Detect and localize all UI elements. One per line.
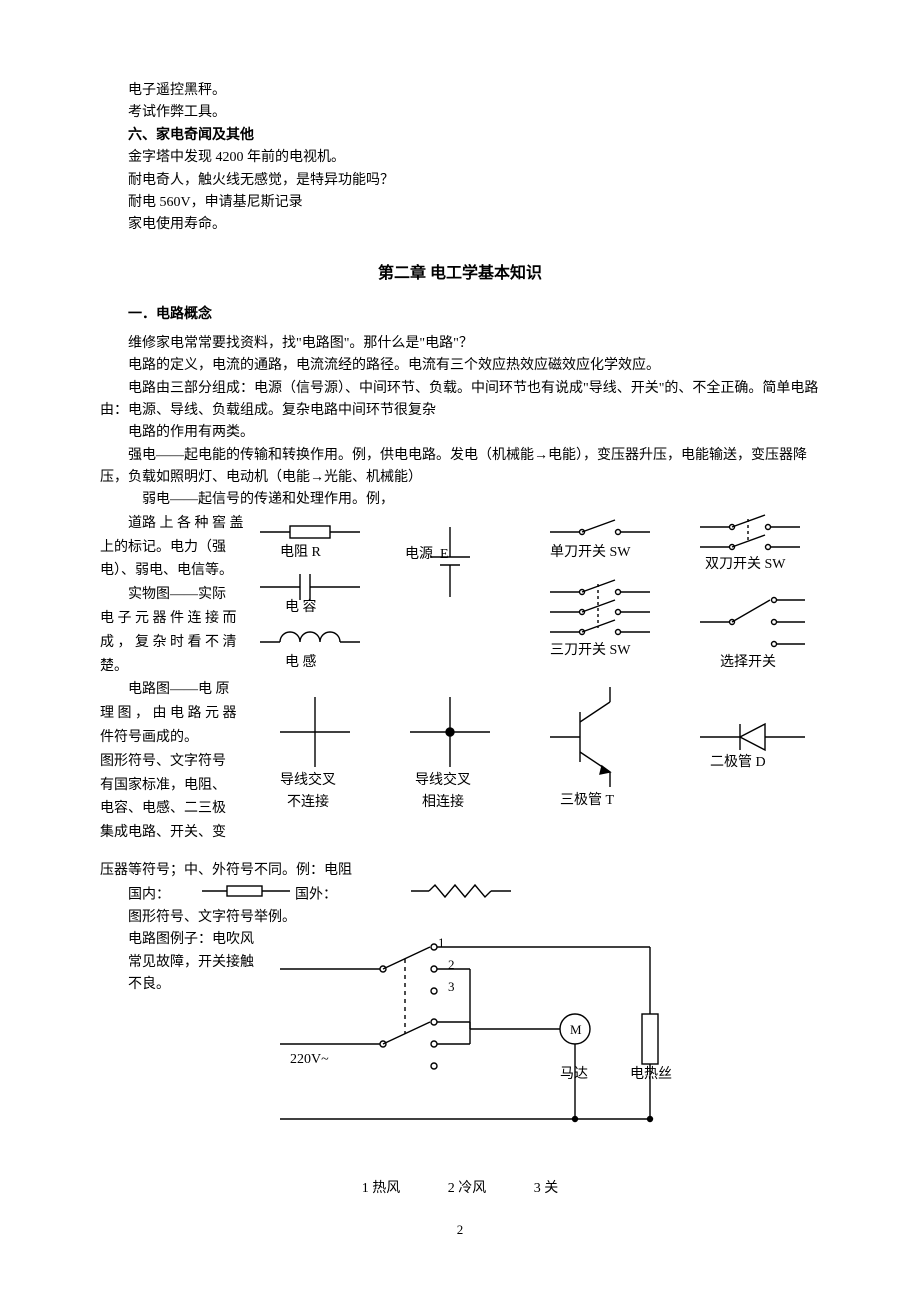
- heading-6: 六、家电奇闻及其他: [100, 125, 820, 147]
- legend-3: 3 关: [534, 1181, 559, 1196]
- para: 电路的作用有两类。: [100, 422, 820, 444]
- circuit-legend: 1 热风 2 冷风 3 关: [100, 1178, 820, 1200]
- legend-2: 2 冷风: [448, 1181, 487, 1196]
- section-1-title: 一．电路概念: [100, 304, 820, 326]
- lt: 电）、弱电、电信等。: [100, 559, 250, 583]
- capacitor-label: 电 容: [285, 597, 317, 619]
- hairdryer-svg: M: [270, 929, 690, 1149]
- foreign-label: 国外：: [295, 887, 337, 902]
- hd-line: 不良。: [100, 974, 270, 996]
- after-line: 压器等符号；中、外符号不同。例：电阻: [100, 860, 820, 882]
- lt: 电容、电感、二三极: [100, 797, 250, 821]
- tpst-label: 三刀开关 SW: [550, 640, 631, 662]
- hairdryer-section: 电路图例子：电吹风 常见故障，开关接触 不良。: [100, 929, 820, 1157]
- line: 电子遥控黑秤。: [100, 80, 820, 102]
- lt: 电 子 元 器 件 连 接 而: [100, 607, 250, 631]
- intro-lines: 电子遥控黑秤。 考试作弊工具。 六、家电奇闻及其他 金字塔中发现 4200 年前…: [100, 80, 820, 237]
- line: 耐电奇人，触火线无感觉，是特异功能吗？: [100, 170, 820, 192]
- lt: 上的标记。电力（强: [100, 536, 250, 560]
- lt: 有国家标准，电阻、: [100, 774, 250, 798]
- transistor-label: 三极管 T: [560, 790, 614, 812]
- selector-label: 选择开关: [720, 652, 776, 674]
- line: 金字塔中发现 4200 年前的电视机。: [100, 147, 820, 169]
- pos2-label: 2: [448, 955, 455, 976]
- dpst-label: 双刀开关 SW: [705, 554, 786, 576]
- source-label: 电源 E: [405, 544, 449, 566]
- after-line: 图形符号、文字符号举例。: [100, 907, 820, 929]
- hd-line: 电路图例子：电吹风: [100, 929, 270, 951]
- line: 耐电 560V，申请基尼斯记录: [100, 192, 820, 214]
- symbol-section: 道路 上 各 种 窖 盖 上的标记。电力（强 电）、弱电、电信等。 实物图——实…: [100, 512, 820, 860]
- lt: 楚。: [100, 655, 250, 679]
- voltage-label: 220V~: [290, 1049, 329, 1071]
- cross-c-label: 导线交叉相连接: [415, 770, 471, 815]
- chapter-title: 第二章 电工学基本知识: [100, 261, 820, 287]
- para: 维修家电常常要找资料，找"电路图"。那什么是"电路"？: [100, 333, 820, 355]
- line: 家电使用寿命。: [100, 214, 820, 236]
- resistor-compare: 国内： 国外：: [100, 883, 820, 907]
- symbols-grid: 电阻 R 电 容 电 感 电源 E 导线交叉不连接 导线交叉相连接 单刀开关 S…: [250, 512, 820, 860]
- inductor-label: 电 感: [285, 652, 317, 674]
- legend-1: 1 热风: [362, 1181, 401, 1196]
- para: 强电——起电能的传输和转换作用。例，供电电路。发电（机械能→电能），变压器升压，…: [100, 445, 820, 490]
- spst-label: 单刀开关 SW: [550, 542, 631, 564]
- lt: 成 ， 复 杂 时 看 不 清: [100, 631, 250, 655]
- resistor-label: 电阻 R: [280, 542, 321, 564]
- lt: 道路 上 各 种 窖 盖: [100, 512, 250, 536]
- hairdryer-circuit: M 1 2 3 220V~ 马达 电热丝: [270, 929, 820, 1157]
- domestic-resistor-icon: [174, 883, 292, 907]
- page-number: 2: [100, 1220, 820, 1241]
- lt: 集成电路、开关、变: [100, 821, 250, 845]
- pos1-label: 1: [438, 933, 445, 954]
- left-column: 道路 上 各 种 窖 盖 上的标记。电力（强 电）、弱电、电信等。 实物图——实…: [100, 512, 250, 860]
- line: 考试作弊工具。: [100, 102, 820, 124]
- para: 电路由三部分组成：电源（信号源）、中间环节、负载。中间环节也有说成"导线、开关"…: [100, 378, 820, 423]
- para: 弱电——起信号的传递和处理作用。例，: [100, 489, 820, 511]
- motor-m-label: M: [570, 1022, 582, 1037]
- lt: 图形符号、文字符号: [100, 750, 250, 774]
- lt: 实物图——实际: [100, 583, 250, 607]
- foreign-resistor-icon: [383, 883, 511, 907]
- lt: 电路图——电 原: [100, 678, 250, 702]
- para: 电路的定义，电流的通路，电流流经的路径。电流有三个效应热效应磁效应化学效应。: [100, 355, 820, 377]
- lt: 件符号画成的。: [100, 726, 250, 750]
- cross-nc-label: 导线交叉不连接: [280, 770, 336, 815]
- hd-line: 常见故障，开关接触: [100, 952, 270, 974]
- diode-label: 二极管 D: [710, 752, 766, 774]
- domestic-label: 国内：: [128, 887, 170, 902]
- pos3-label: 3: [448, 977, 455, 998]
- lt: 理 图 ， 由 电 路 元 器: [100, 702, 250, 726]
- motor-label: 马达: [560, 1064, 588, 1086]
- heater-label: 电热丝: [630, 1064, 672, 1086]
